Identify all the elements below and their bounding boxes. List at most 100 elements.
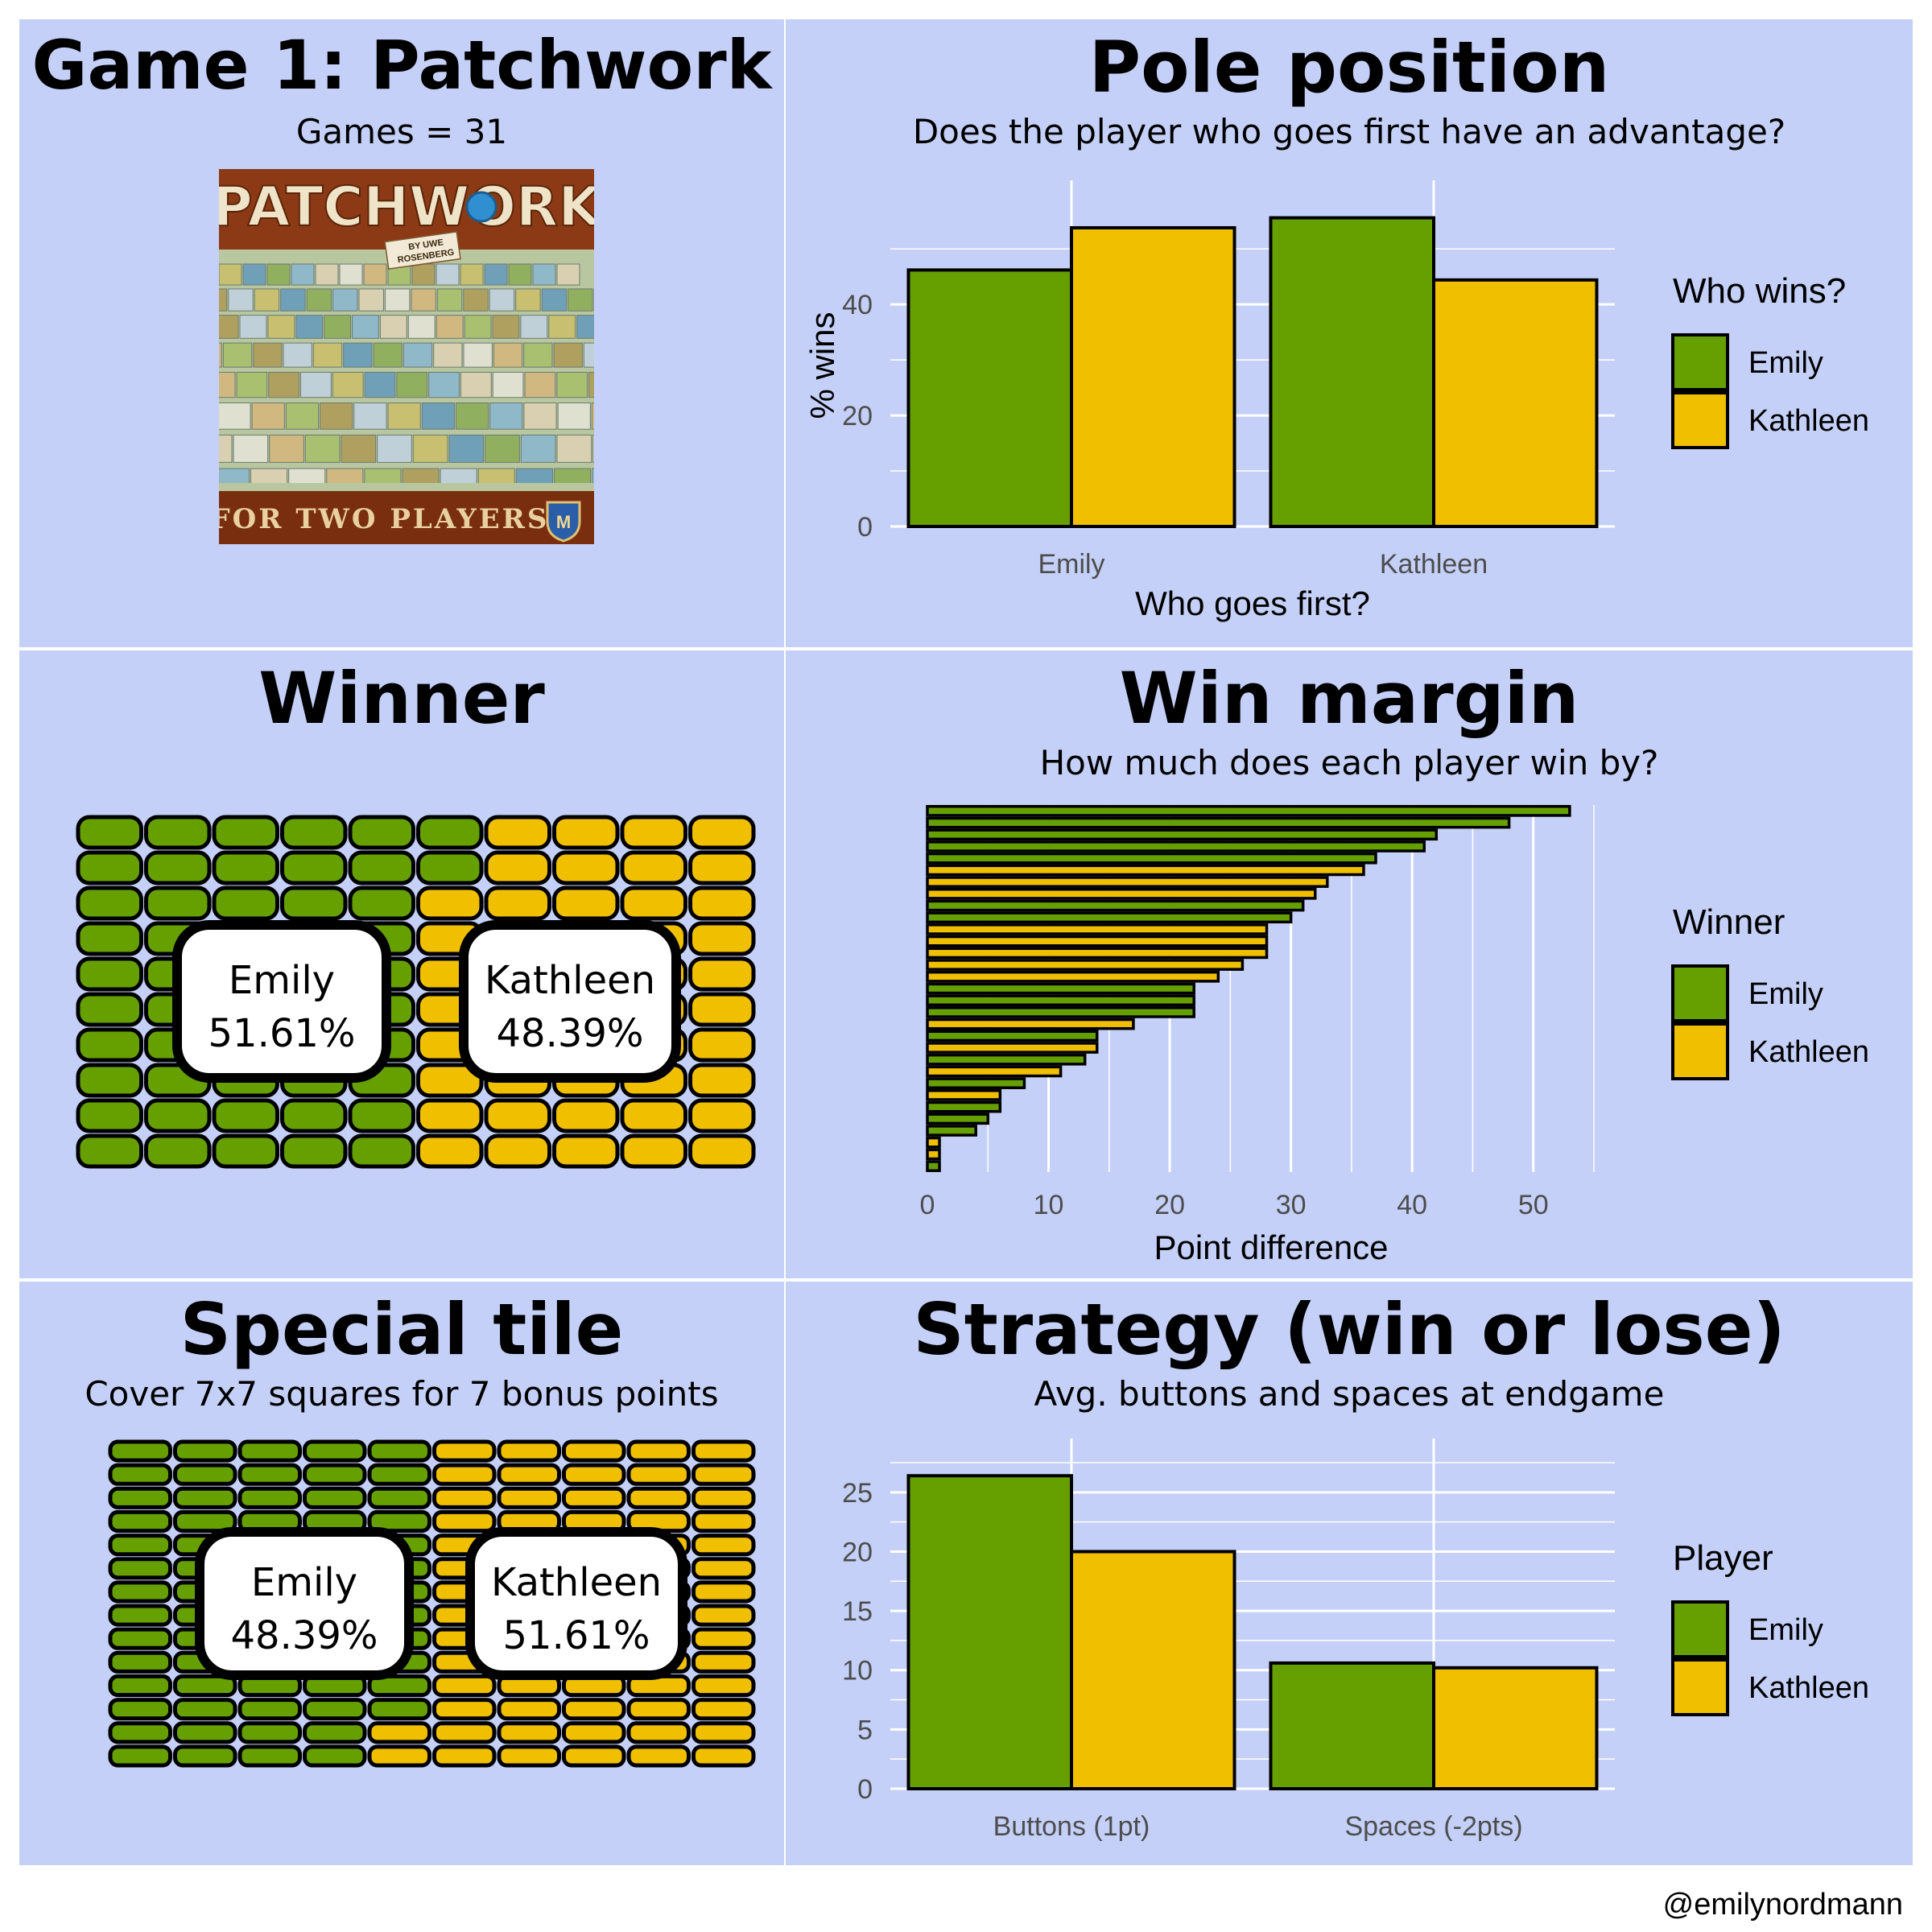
- waffle-tile-kathleen: [688, 1133, 756, 1169]
- special-title: Special tile: [180, 1288, 624, 1371]
- floor-patch: [315, 263, 339, 286]
- y-tick-label: 10: [842, 1656, 873, 1686]
- waffle-tile-kathleen: [552, 1098, 620, 1133]
- waffle-tile-emily: [367, 1674, 431, 1698]
- waffle-tile-emily: [108, 1604, 172, 1627]
- waffle-tile-kathleen: [367, 1744, 431, 1768]
- label-percent: 51.61%: [208, 1011, 355, 1056]
- floor-patch: [251, 402, 285, 430]
- waffle-tile-kathleen: [562, 1439, 626, 1463]
- pole-title: Pole position: [1088, 26, 1610, 109]
- waffle-tile-kathleen: [688, 921, 756, 956]
- x-tick-label: Buttons (1pt): [993, 1811, 1150, 1842]
- legend-label-emily: Emily: [1748, 346, 1823, 380]
- floor-patch: [553, 342, 583, 368]
- legend-label-emily: Emily: [1748, 1613, 1823, 1647]
- legend-label-kathleen: Kathleen: [1748, 404, 1869, 438]
- label-percent: 48.39%: [496, 1011, 643, 1056]
- y-tick-label: 0: [857, 1774, 873, 1805]
- legend-swatch-emily: [1671, 333, 1729, 391]
- waffle-tile-emily: [144, 886, 212, 921]
- margin-bar-emily: [926, 852, 1377, 865]
- waffle-tile-kathleen: [432, 1439, 497, 1463]
- waffle-tile-emily: [416, 850, 484, 886]
- floor-patch: [300, 371, 332, 398]
- waffle-tile-emily: [348, 850, 415, 886]
- waffle-tile-emily: [212, 815, 279, 850]
- waffle-tile-emily: [173, 1721, 237, 1744]
- floor-patch: [239, 315, 267, 339]
- waffle-tile-kathleen: [432, 1486, 497, 1509]
- x-tick-label: 30: [1276, 1190, 1307, 1220]
- waffle-tile-emily: [108, 1698, 172, 1721]
- label-percent: 48.39%: [230, 1613, 378, 1658]
- games-count: Games = 31: [295, 112, 508, 151]
- floor-patch: [421, 402, 455, 430]
- waffle-tile-kathleen: [691, 1580, 756, 1604]
- waffle-tile-kathleen: [691, 1604, 756, 1627]
- waffle-tile-emily: [212, 886, 279, 921]
- waffle-tile-emily: [237, 1463, 302, 1486]
- waffle-tile-emily: [108, 1509, 172, 1534]
- floor-patch: [219, 402, 251, 430]
- margin-bar-emily: [926, 1160, 941, 1172]
- waffle-tile-emily: [173, 1674, 237, 1698]
- waffle-tile-emily: [108, 1650, 172, 1674]
- waffle-tile-emily: [367, 1439, 431, 1463]
- floor-patch: [253, 342, 283, 368]
- waffle-tile-emily: [108, 1744, 172, 1768]
- floor-patch: [464, 315, 492, 339]
- waffle-tile-emily: [173, 1509, 237, 1534]
- legend-label-emily: Emily: [1748, 977, 1823, 1011]
- bar-emily: [1269, 216, 1435, 528]
- floor-patch: [591, 402, 594, 430]
- floor-patch: [233, 434, 269, 463]
- waffle-tile-emily: [237, 1439, 302, 1463]
- margin-bar-emily: [926, 1006, 1195, 1018]
- waffle-tile-emily: [108, 1674, 172, 1698]
- floor-patch: [556, 371, 588, 398]
- margin-bar-emily: [926, 1030, 1099, 1042]
- floor-patch: [254, 288, 280, 312]
- floor-patch: [285, 402, 320, 430]
- floor-patch: [332, 288, 358, 312]
- waffle-tile-emily: [144, 850, 212, 886]
- waffle-tile-emily: [108, 1439, 172, 1463]
- waffle-tile-kathleen: [688, 1098, 756, 1133]
- margin-bar-kathleen: [926, 935, 1269, 947]
- waffle-tile-kathleen: [691, 1721, 756, 1744]
- floor-patch: [583, 342, 594, 368]
- waffle-tile-kathleen: [620, 1098, 687, 1133]
- waffle-tile-kathleen: [432, 1744, 497, 1768]
- floor-patch: [493, 342, 523, 368]
- waffle-tile-emily: [280, 1098, 348, 1133]
- floor-patch: [553, 468, 592, 483]
- floor-patch: [436, 315, 464, 339]
- floor-patch: [288, 468, 326, 483]
- credit-handle: @emilynordmann: [1662, 1888, 1903, 1922]
- waffle-tile-emily: [416, 815, 484, 850]
- waffle-tile-kathleen: [552, 850, 620, 886]
- waffle-tile-emily: [76, 1133, 143, 1169]
- publisher-badge: M: [556, 512, 571, 532]
- waffle-tile-kathleen: [432, 1463, 497, 1486]
- waffle-tile-kathleen: [691, 1698, 756, 1721]
- margin-bar-emily: [926, 1125, 977, 1137]
- waffle-tile-emily: [173, 1486, 237, 1509]
- floor-patch: [353, 402, 387, 430]
- waffle-tile-kathleen: [688, 850, 756, 886]
- margin-bar-emily: [926, 899, 1305, 912]
- margin-bar-kathleen: [926, 947, 1269, 960]
- label-name: Kathleen: [485, 958, 655, 1003]
- floor-patch: [485, 434, 520, 463]
- panel-winner: Winner Emily 51.61% Kathleen 48.39%: [19, 650, 784, 1278]
- floor-patch: [436, 288, 463, 312]
- margin-bar-kathleen: [926, 1018, 1135, 1030]
- margin-bar-kathleen: [926, 1148, 941, 1161]
- waffle-tile-emily: [348, 815, 415, 850]
- floor-patch: [520, 315, 548, 339]
- waffle-tile-kathleen: [416, 1063, 484, 1098]
- x-tick-label: 40: [1397, 1190, 1427, 1220]
- waffle-tile-emily: [76, 921, 143, 956]
- floor-patch: [463, 288, 489, 312]
